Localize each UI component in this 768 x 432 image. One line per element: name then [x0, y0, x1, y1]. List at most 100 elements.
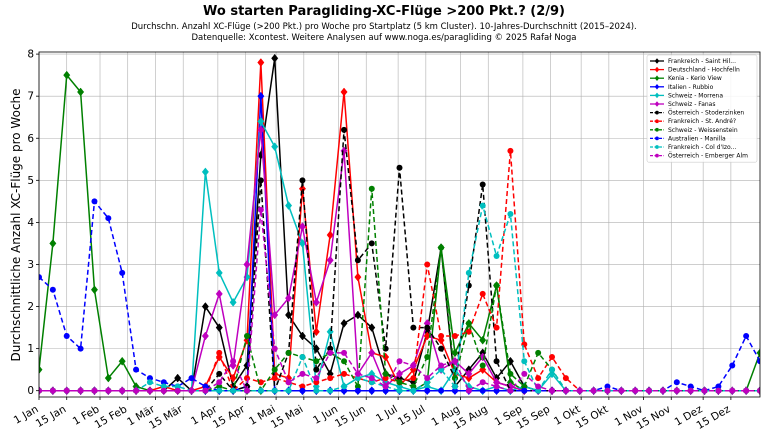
data-point: [410, 383, 417, 390]
data-point: [493, 253, 500, 260]
data-point: [757, 387, 760, 394]
data-point: [271, 375, 278, 382]
data-point: [243, 332, 250, 339]
data-point: [299, 383, 306, 390]
series-11: [39, 202, 760, 394]
data-point: [756, 348, 760, 358]
data-point: [465, 369, 473, 379]
data-point: [424, 379, 431, 386]
data-point: [743, 387, 750, 394]
legend-item: Schweiz - Weissenstein: [650, 127, 738, 134]
data-point: [396, 164, 403, 171]
data-point: [368, 185, 375, 192]
data-point: [160, 379, 167, 386]
data-point: [368, 379, 375, 386]
data-point: [257, 58, 265, 67]
data-point: [91, 198, 98, 205]
data-point: [271, 387, 278, 394]
data-point: [465, 269, 472, 276]
x-tick-label: 15 Mai: [269, 403, 305, 431]
data-point: [382, 370, 389, 377]
y-tick-label: 1: [27, 343, 34, 355]
data-point: [312, 327, 320, 337]
data-point: [507, 370, 514, 377]
data-point: [382, 383, 389, 390]
data-point: [298, 184, 306, 194]
data-point: [424, 387, 431, 394]
data-point: [285, 349, 292, 356]
y-tick-label: 5: [27, 175, 34, 187]
data-point: [299, 177, 306, 184]
x-tick-label: 15 Jul: [396, 403, 427, 428]
series-line: [39, 204, 760, 392]
data-point: [654, 83, 660, 90]
data-point: [104, 373, 112, 383]
data-point: [465, 328, 472, 335]
legend-item: Frankreich - St. André?: [650, 118, 736, 125]
data-point: [91, 387, 98, 394]
data-point: [174, 387, 181, 394]
data-point: [646, 387, 653, 394]
data-point: [39, 365, 43, 375]
data-point: [299, 354, 306, 361]
data-point: [368, 348, 376, 358]
data-point: [312, 297, 320, 307]
data-point: [655, 119, 659, 124]
data-point: [285, 201, 293, 210]
data-point: [257, 206, 264, 213]
legend-item: Italien - Rubbio: [650, 84, 714, 91]
data-point: [271, 142, 279, 152]
x-tick-label: 15 Jan: [34, 403, 68, 430]
data-point: [119, 387, 126, 394]
chart-subtitle-line-2: Datenquelle: Xcontest. Weitere Analysen …: [192, 33, 577, 43]
data-point: [382, 375, 389, 382]
data-point: [215, 323, 223, 332]
series-10: [39, 198, 760, 394]
y-tick-label: 0: [27, 385, 34, 397]
x-tick-label: 15 Okt: [574, 403, 610, 431]
data-point: [215, 289, 223, 299]
data-point: [146, 375, 153, 382]
data-point: [229, 297, 237, 307]
data-point: [655, 153, 659, 158]
data-point: [230, 358, 237, 365]
data-point: [202, 383, 209, 390]
data-point: [438, 362, 445, 369]
data-point: [313, 379, 320, 386]
data-point: [410, 362, 417, 369]
data-point: [63, 70, 71, 80]
data-point: [535, 375, 542, 382]
data-point: [479, 335, 487, 345]
data-point: [715, 383, 722, 390]
data-point: [562, 375, 569, 382]
data-point: [216, 387, 223, 394]
data-point: [438, 332, 445, 339]
data-point: [285, 293, 293, 303]
data-point: [451, 387, 458, 394]
data-point: [354, 272, 362, 282]
y-axis-label: Durchschnittliche Anzahl XC-Flüge pro Wo…: [9, 88, 23, 361]
data-point: [410, 375, 417, 382]
chart-title: Wo starten Paragliding-XC-Flüge >200 Pkt…: [203, 4, 565, 19]
data-point: [354, 257, 361, 264]
data-point: [465, 320, 472, 327]
data-point: [215, 352, 223, 362]
data-point: [410, 324, 417, 331]
data-point: [424, 354, 431, 361]
data-point: [257, 117, 265, 126]
data-point: [77, 345, 84, 352]
legend-label: Australien - Manilla: [668, 135, 726, 142]
data-point: [424, 324, 431, 331]
data-point: [313, 375, 320, 382]
data-point: [438, 244, 445, 251]
x-tick-label: 15 Jun: [333, 403, 368, 430]
chart-subtitle-line-1: Durchschn. Anzahl XC-Flüge (>200 Pkt.) p…: [131, 22, 637, 32]
data-point: [257, 125, 265, 135]
data-point: [438, 345, 445, 352]
data-point: [493, 324, 500, 331]
legend-label: Frankreich - Saint Hil...: [668, 58, 736, 65]
data-point: [654, 58, 660, 64]
data-point: [562, 387, 569, 394]
legend-item: Schweiz - Fanas: [650, 101, 716, 108]
